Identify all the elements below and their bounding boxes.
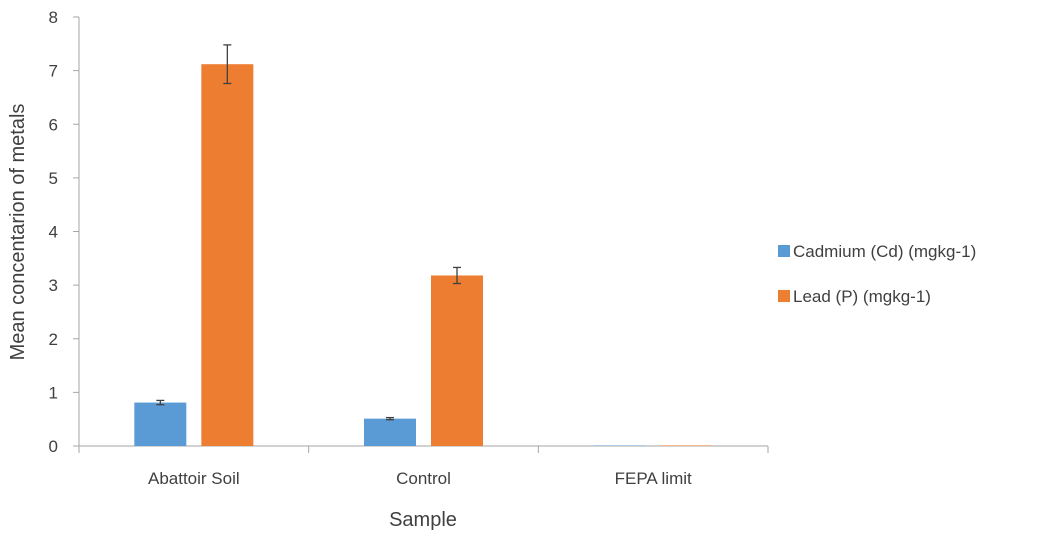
x-tick-label: FEPA limit bbox=[615, 469, 692, 488]
y-axis: 0 1 2 3 4 5 6 7 8 bbox=[49, 8, 80, 456]
x-axis: Abattoir Soil Control FEPA limit bbox=[78, 445, 769, 488]
y-tick-label: 5 bbox=[49, 169, 58, 188]
bar bbox=[364, 418, 416, 446]
y-tick-label: 0 bbox=[49, 437, 58, 456]
y-tick-label: 6 bbox=[49, 115, 58, 134]
bar bbox=[660, 445, 713, 446]
y-tick-label: 2 bbox=[49, 330, 58, 349]
error-bars bbox=[156, 44, 461, 421]
bar bbox=[431, 275, 483, 446]
y-tick-label: 1 bbox=[49, 383, 58, 402]
y-axis-title: Mean concentarion of metals bbox=[7, 104, 29, 361]
x-tick-label: Abattoir Soil bbox=[148, 469, 240, 488]
y-tick-label: 7 bbox=[49, 62, 58, 81]
y-tick-label: 8 bbox=[49, 8, 58, 27]
x-axis-title: Sample bbox=[389, 509, 457, 531]
legend-label: Cadmium (Cd) (mgkg-1) bbox=[793, 242, 976, 261]
bar bbox=[134, 402, 187, 446]
legend-swatch bbox=[778, 290, 790, 302]
bar bbox=[201, 64, 254, 446]
bar bbox=[593, 445, 646, 446]
x-tick-label: Control bbox=[396, 469, 451, 488]
legend: Cadmium (Cd) (mgkg-1) Lead (P) (mgkg-1) bbox=[778, 242, 976, 306]
y-tick-label: 4 bbox=[49, 223, 58, 242]
legend-swatch bbox=[778, 245, 790, 257]
y-tick-label: 3 bbox=[49, 276, 58, 295]
bars bbox=[134, 64, 713, 446]
legend-label: Lead (P) (mgkg-1) bbox=[793, 287, 931, 306]
